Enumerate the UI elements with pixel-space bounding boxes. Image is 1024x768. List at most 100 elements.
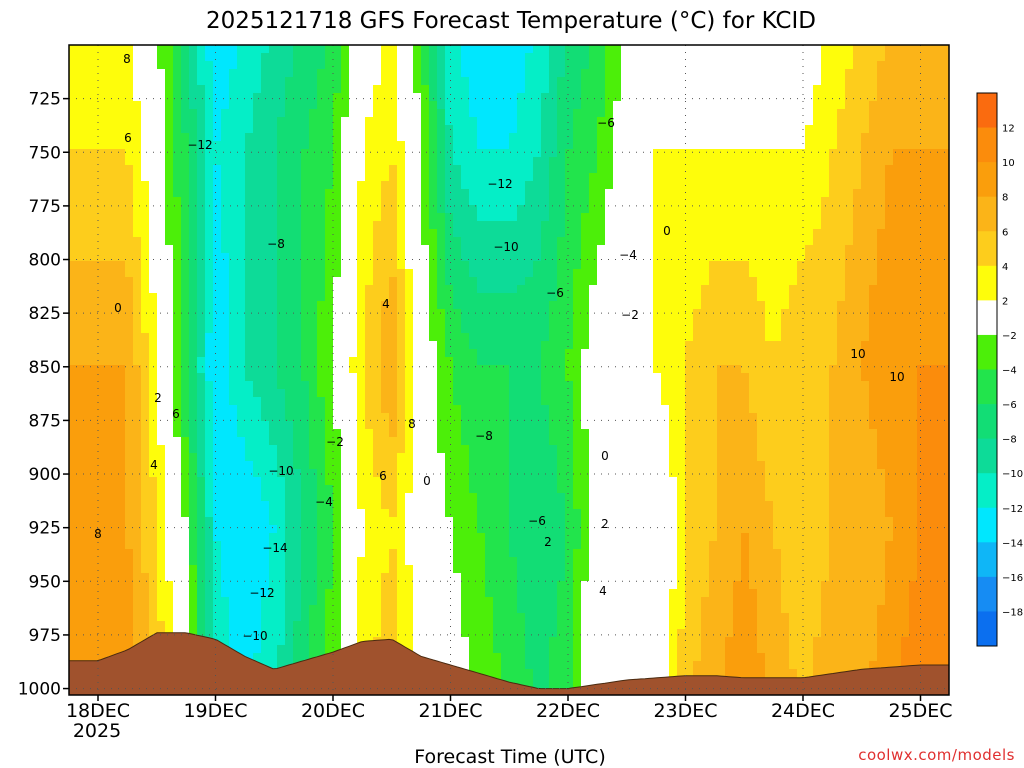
field-cell	[69, 133, 78, 142]
field-cell	[733, 181, 742, 190]
field-cell	[917, 117, 926, 126]
field-cell	[413, 325, 422, 334]
field-cell	[493, 125, 502, 134]
field-cell	[517, 93, 526, 102]
field-cell	[677, 157, 686, 166]
field-cell	[733, 133, 742, 142]
field-cell	[533, 285, 542, 294]
field-cell	[797, 269, 806, 278]
field-cell	[357, 221, 366, 230]
field-cell	[245, 221, 254, 230]
field-cell	[933, 181, 942, 190]
field-cell	[861, 69, 870, 78]
field-cell	[101, 253, 110, 262]
field-cell	[77, 205, 86, 214]
field-cell	[349, 61, 358, 70]
field-cell	[205, 173, 214, 182]
field-cell	[85, 61, 94, 70]
field-cell	[837, 397, 846, 406]
field-cell	[157, 157, 166, 166]
field-cell	[277, 237, 286, 246]
field-cell	[837, 237, 846, 246]
field-cell	[701, 221, 710, 230]
field-cell	[373, 221, 382, 230]
field-cell	[909, 253, 918, 262]
field-cell	[781, 77, 790, 86]
field-cell	[893, 285, 902, 294]
field-cell	[781, 61, 790, 70]
field-cell	[845, 213, 854, 222]
field-cell	[509, 93, 518, 102]
field-cell	[941, 165, 949, 174]
field-cell	[413, 189, 422, 198]
field-cell	[133, 141, 142, 150]
field-cell	[877, 325, 886, 334]
field-cell	[925, 181, 934, 190]
field-cell	[157, 301, 166, 310]
field-cell	[557, 149, 566, 158]
field-cell	[773, 205, 782, 214]
field-cell	[349, 213, 358, 222]
field-cell	[405, 109, 414, 118]
field-cell	[197, 85, 206, 94]
field-cell	[605, 213, 614, 222]
field-cell	[573, 285, 582, 294]
field-cell	[477, 341, 486, 350]
field-cell	[293, 213, 302, 222]
field-cell	[805, 293, 814, 302]
field-cell	[813, 277, 822, 286]
field-cell	[597, 357, 606, 366]
field-cell	[661, 173, 670, 182]
field-cell	[589, 101, 598, 110]
field-cell	[765, 333, 774, 342]
field-cell	[893, 157, 902, 166]
field-cell	[517, 341, 526, 350]
field-cell	[853, 181, 862, 190]
field-cell	[669, 165, 678, 174]
field-cell	[365, 309, 374, 318]
field-cell	[677, 109, 686, 118]
field-cell	[101, 373, 110, 382]
field-cell	[781, 333, 790, 342]
field-cell	[293, 293, 302, 302]
field-cell	[221, 101, 230, 110]
field-cell	[509, 133, 518, 142]
field-cell	[621, 253, 630, 262]
field-cell	[597, 341, 606, 350]
field-cell	[653, 141, 662, 150]
field-cell	[141, 61, 150, 70]
field-cell	[509, 229, 518, 238]
field-cell	[269, 77, 278, 86]
field-cell	[669, 293, 678, 302]
field-cell	[485, 285, 494, 294]
field-cell	[829, 349, 838, 358]
field-cell	[613, 341, 622, 350]
field-cell	[117, 397, 126, 406]
field-cell	[157, 389, 166, 398]
field-cell	[749, 197, 758, 206]
field-cell	[405, 325, 414, 334]
field-cell	[837, 109, 846, 118]
field-cell	[645, 269, 654, 278]
field-cell	[541, 69, 550, 78]
field-cell	[437, 141, 446, 150]
field-cell	[109, 109, 118, 118]
field-cell	[157, 101, 166, 110]
field-cell	[853, 277, 862, 286]
field-cell	[541, 349, 550, 358]
field-cell	[901, 229, 910, 238]
field-cell	[293, 365, 302, 374]
field-cell	[213, 85, 222, 94]
field-cell	[621, 213, 630, 222]
field-cell	[373, 141, 382, 150]
field-cell	[381, 189, 390, 198]
field-cell	[501, 125, 510, 134]
field-cell	[877, 221, 886, 230]
field-cell	[597, 109, 606, 118]
field-cell	[149, 125, 158, 134]
field-cell	[677, 325, 686, 334]
field-cell	[469, 365, 478, 374]
field-cell	[477, 173, 486, 182]
field-cell	[317, 357, 326, 366]
field-cell	[917, 365, 926, 374]
